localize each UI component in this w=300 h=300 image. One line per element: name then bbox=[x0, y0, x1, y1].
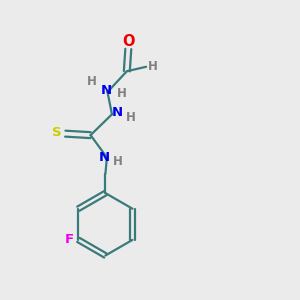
Text: N: N bbox=[112, 106, 123, 119]
Text: H: H bbox=[148, 60, 158, 73]
Text: H: H bbox=[87, 75, 97, 88]
Text: O: O bbox=[122, 34, 135, 49]
Text: N: N bbox=[100, 84, 112, 97]
Text: H: H bbox=[113, 155, 123, 168]
Text: H: H bbox=[117, 87, 127, 100]
Text: H: H bbox=[126, 111, 136, 124]
Text: F: F bbox=[64, 233, 74, 246]
Text: N: N bbox=[98, 151, 110, 164]
Text: S: S bbox=[52, 126, 62, 139]
